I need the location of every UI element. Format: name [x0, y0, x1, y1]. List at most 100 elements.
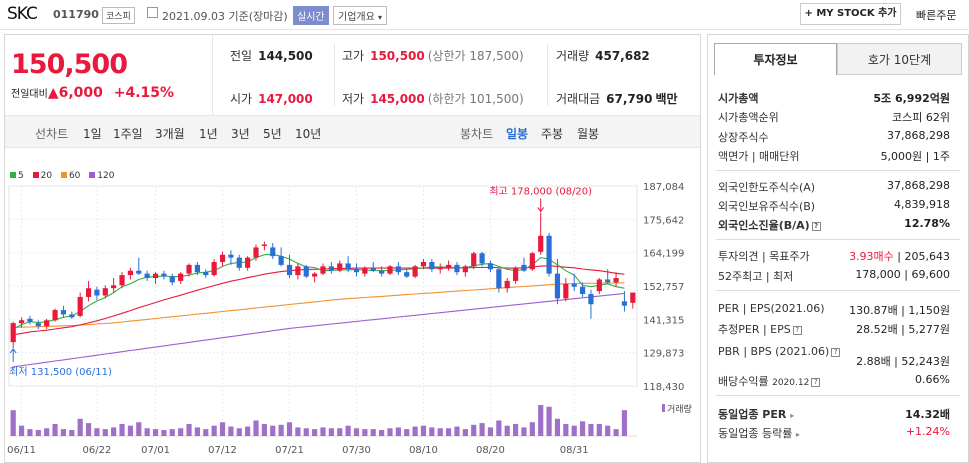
- volume-bar: [52, 423, 58, 436]
- candle-body: [161, 273, 167, 277]
- add-my-stock-button[interactable]: + MY STOCK 추가: [800, 3, 901, 25]
- candle-body: [462, 266, 468, 273]
- mcap-label: 시가총액: [718, 92, 759, 105]
- candle-body: [571, 283, 577, 287]
- volume-bar: [312, 429, 318, 436]
- candle-body: [471, 253, 477, 267]
- candle-body: [203, 272, 209, 276]
- candle-body: [10, 323, 16, 343]
- help-icon[interactable]: ?: [811, 221, 821, 231]
- help-icon[interactable]: ?: [792, 325, 802, 335]
- candle-body: [94, 289, 100, 296]
- amount-value: 67,790: [606, 92, 653, 106]
- candle-body: [546, 235, 552, 274]
- tab-1week[interactable]: 1주일: [113, 127, 143, 141]
- help-icon[interactable]: ?: [811, 377, 821, 387]
- candle-body: [286, 264, 293, 276]
- tab-weekly[interactable]: 주봉: [541, 127, 564, 141]
- tab-10year[interactable]: 10년: [295, 127, 322, 141]
- tab-line-chart[interactable]: 선차트: [35, 127, 69, 141]
- high-value: 150,500: [370, 49, 425, 63]
- candle-body: [77, 296, 83, 316]
- volume-bar: [512, 423, 519, 436]
- tab-invest-info[interactable]: 투자정보: [714, 43, 837, 75]
- divider: [547, 44, 548, 106]
- quote-prev: 전일 144,500: [230, 47, 313, 64]
- mcap-value: 5조 6,992억원: [873, 92, 950, 105]
- legend-ma5: 5: [18, 171, 24, 181]
- volume-bar: [270, 425, 276, 436]
- tab-monthly[interactable]: 월봉: [577, 127, 600, 141]
- main-panel: 150,500 전일대비▲6,000 +4.15% 전일 144,500 고가 15…: [4, 34, 701, 463]
- price-change: 전일대비▲6,000 +4.15%: [11, 85, 174, 101]
- base-date: 2021.09.03 기준(장마감): [162, 10, 288, 23]
- volume-bar: [328, 428, 334, 436]
- candle-body: [228, 254, 234, 258]
- candle-body: [52, 310, 58, 321]
- upper-limit: (상한가 187,500): [427, 49, 524, 63]
- candle-body: [605, 279, 611, 283]
- change-label: 전일대비: [11, 89, 48, 100]
- volume-bar: [27, 429, 33, 436]
- tab-1day[interactable]: 1일: [83, 127, 102, 141]
- tab-3month[interactable]: 3개월: [155, 127, 185, 141]
- help-icon[interactable]: ?: [831, 347, 841, 357]
- candle-body: [613, 278, 619, 283]
- volume-bar: [152, 429, 159, 436]
- volume-bar: [613, 429, 619, 436]
- volume-bar: [136, 422, 142, 436]
- par-label: 액면가 | 매매단위: [718, 150, 800, 163]
- candle-body: [596, 279, 602, 292]
- sector-per-value: 14.32배: [905, 408, 950, 421]
- quote-high: 고가 150,500 (상한가 187,500): [342, 47, 524, 64]
- candle-body: [454, 264, 460, 273]
- tab-5year[interactable]: 5년: [263, 127, 282, 141]
- info-row: 외국인보유주식수(B) 4,839,918: [718, 198, 950, 216]
- tab-1year[interactable]: 1년: [199, 127, 218, 141]
- quick-order-button[interactable]: 빠른주문: [916, 9, 957, 22]
- volume-bar: [487, 427, 494, 436]
- open-value: 147,000: [258, 92, 313, 106]
- price-tick-label: 164,199: [643, 249, 684, 260]
- info-row: 상장주식수 37,868,298: [718, 129, 950, 147]
- candle-body: [579, 286, 586, 295]
- tab-order-book[interactable]: 호가 10단계: [837, 43, 962, 75]
- volume-bar: [462, 429, 468, 436]
- w52-label: 52주최고 | 최저: [718, 270, 794, 283]
- candle-body: [412, 266, 418, 277]
- volume-bar: [529, 422, 535, 436]
- per-label: PER | EPS(2021.06): [718, 302, 825, 315]
- shares-value: 37,868,298: [887, 129, 950, 142]
- volume-bar: [395, 427, 401, 436]
- info-row: 외국인소진율(B/A)? 12.78%: [718, 217, 950, 235]
- candle-body: [136, 270, 142, 274]
- legend-ma60: 60: [68, 171, 81, 181]
- volume-bar: [362, 429, 368, 436]
- volume-bar: [588, 423, 594, 436]
- volume-bar: [337, 428, 343, 436]
- info-row: 액면가 | 매매단위 5,000원 | 1주: [718, 148, 950, 166]
- tab-3year[interactable]: 3년: [231, 127, 250, 141]
- candle-body: [563, 283, 569, 299]
- eper-value: 28.52배 | 5,277원: [856, 323, 950, 336]
- company-overview-dropdown[interactable]: 기업개요 ▾: [333, 6, 388, 25]
- tab-daily[interactable]: 일봉: [506, 127, 529, 141]
- candle-body: [186, 264, 192, 274]
- change-percent: +4.15%: [113, 85, 175, 101]
- candle-body: [328, 266, 334, 271]
- quote-open: 시가 147,000: [230, 90, 313, 107]
- volume-bar: [303, 428, 309, 436]
- candle-body: [152, 273, 159, 279]
- open-label: 시가: [230, 92, 253, 106]
- date-tick-label: 06/22: [83, 445, 112, 456]
- candle-body: [194, 264, 200, 273]
- candle-body: [219, 254, 226, 262]
- company-overview-label: 기업개요: [338, 12, 375, 23]
- realtime-button[interactable]: 실시간: [293, 6, 329, 25]
- candle-body: [169, 276, 175, 283]
- tab-candle-chart[interactable]: 봉차트: [460, 127, 494, 141]
- chevron-right-icon[interactable]: ▸: [790, 411, 795, 420]
- candle-body: [512, 267, 519, 281]
- chevron-right-icon[interactable]: ▸: [795, 430, 800, 439]
- volume-bar: [253, 420, 259, 436]
